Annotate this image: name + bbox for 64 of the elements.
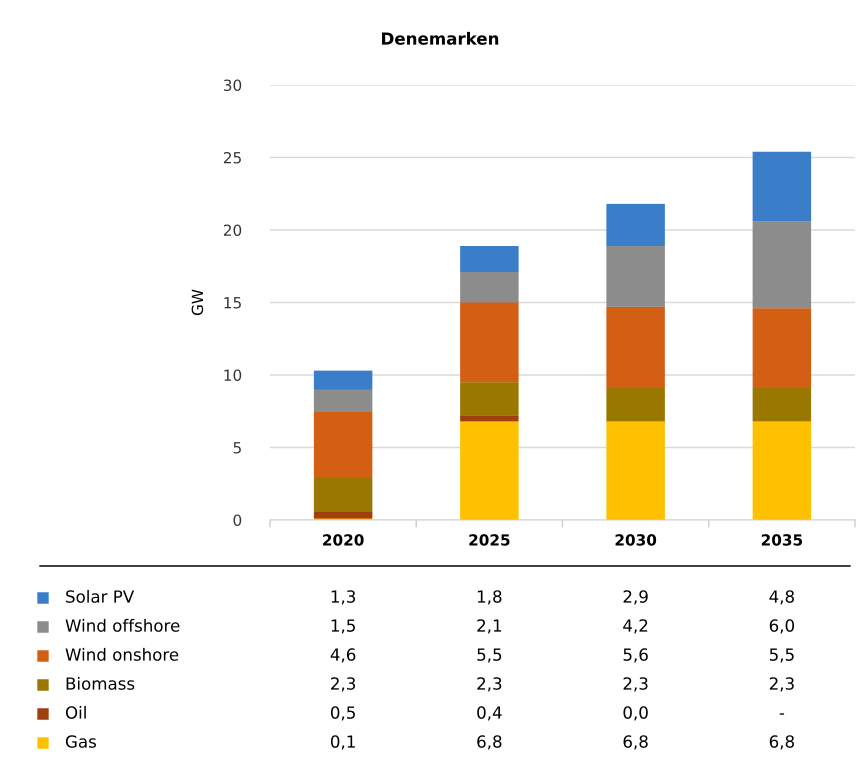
bar — [314, 390, 372, 412]
data-label: 5,6 — [624, 648, 648, 663]
data-label: 0,1 — [330, 735, 355, 750]
bar — [460, 302, 519, 382]
text: - — [780, 713, 784, 715]
bar — [460, 246, 519, 272]
data-label: 1,3 — [332, 590, 356, 605]
bar — [606, 204, 665, 246]
bar — [460, 382, 519, 416]
bar — [314, 370, 372, 390]
y-tick-label: 20 — [224, 224, 242, 236]
data-label: 2,1 — [477, 619, 502, 634]
data-label: 1,5 — [332, 619, 355, 634]
y-tick-label: 25 — [224, 152, 241, 164]
data-label: 1,8 — [478, 590, 502, 605]
y-tick-label: 5 — [234, 442, 241, 454]
data-label: 2,3 — [477, 677, 502, 692]
y-tick-label: 0 — [234, 514, 242, 526]
data-label: 2,3 — [624, 677, 648, 692]
data-label: 4,2 — [623, 619, 648, 634]
data-label: 0,0 — [623, 706, 648, 721]
bar — [460, 421, 519, 520]
bar — [606, 388, 665, 422]
data-label: 2,3 — [770, 677, 794, 692]
bar — [314, 511, 372, 519]
x-tick-label: 2020 — [323, 534, 364, 546]
legend-label: Wind offshore — [66, 618, 180, 632]
bar — [606, 246, 665, 307]
data-label: 2,9 — [624, 590, 648, 605]
data-label: 5,5 — [477, 648, 502, 663]
bar — [752, 152, 812, 222]
legend-label: Biomass — [66, 676, 134, 690]
bar — [752, 221, 812, 308]
bar — [752, 421, 812, 520]
y-axis-title: GW — [192, 290, 204, 316]
x-tick-label: 2030 — [616, 534, 656, 546]
bar — [752, 308, 812, 388]
data-label: 6,0 — [770, 619, 794, 634]
bar — [752, 388, 812, 422]
bar — [606, 306, 665, 388]
data-label: 0,4 — [477, 706, 502, 721]
legend-label: Gas — [66, 735, 96, 748]
chart-title: Denemarken — [382, 32, 498, 45]
data-label: 6,8 — [477, 735, 502, 750]
data-label: 2,3 — [331, 677, 356, 692]
bar — [314, 411, 372, 478]
bar — [606, 421, 665, 520]
legend-label: Oil — [66, 706, 86, 719]
x-tick-label: 2025 — [469, 534, 510, 546]
bar — [460, 272, 519, 302]
y-tick-label: 30 — [224, 79, 242, 92]
data-label: 6,8 — [624, 735, 648, 750]
x-tick-label: 2035 — [762, 534, 802, 546]
bar — [314, 478, 372, 512]
legend-label: Solar PV — [66, 590, 134, 603]
y-tick-label: 15 — [224, 297, 241, 309]
y-tick-label: 10 — [224, 369, 242, 382]
data-label: 5,5 — [770, 648, 794, 663]
bar — [460, 416, 519, 422]
legend-label: Wind onshore — [66, 648, 178, 661]
data-label: 6,8 — [770, 735, 794, 750]
data-label: 0,5 — [330, 706, 355, 721]
data-label: 4,8 — [769, 590, 794, 605]
data-label: 4,6 — [330, 648, 356, 663]
